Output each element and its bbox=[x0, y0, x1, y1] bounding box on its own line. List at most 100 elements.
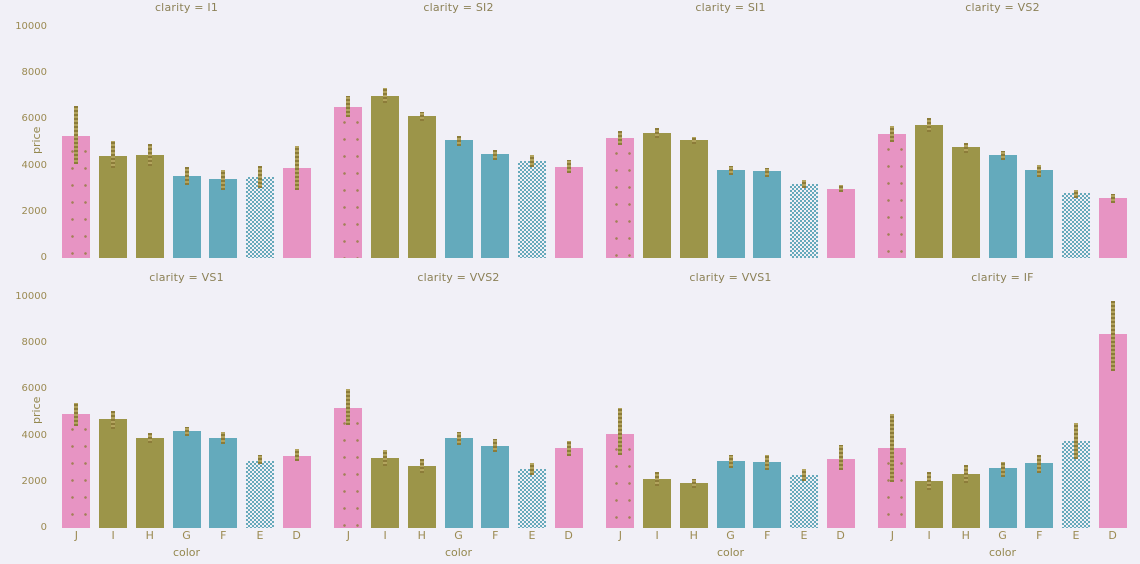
bar-group-d bbox=[550, 290, 587, 528]
bar-i bbox=[643, 479, 672, 528]
bar-e bbox=[1061, 193, 1090, 258]
x-tick-label-e: E bbox=[256, 529, 264, 542]
bar-group-j bbox=[58, 290, 95, 528]
bar-group-g bbox=[168, 290, 205, 528]
error-bar bbox=[221, 432, 226, 444]
bar-h bbox=[679, 140, 708, 258]
facet-si2: clarity = SI2 bbox=[327, 0, 590, 258]
bar-group-j bbox=[874, 20, 911, 258]
bar-group-i bbox=[95, 20, 132, 258]
error-bar bbox=[221, 170, 226, 190]
bar-group-h bbox=[675, 290, 712, 528]
x-tick-label-i: I bbox=[927, 529, 931, 542]
error-bar bbox=[801, 180, 806, 188]
x-tick-label-i: I bbox=[655, 529, 659, 542]
error-bar bbox=[74, 106, 79, 164]
bar-group-h bbox=[675, 20, 712, 258]
plot-area bbox=[55, 290, 318, 528]
bar-e bbox=[517, 161, 546, 258]
bar-e bbox=[245, 177, 274, 258]
error-bar bbox=[801, 469, 806, 481]
facet-title: clarity = VVS2 bbox=[417, 271, 500, 284]
error-bar bbox=[655, 472, 660, 486]
bar-group-j bbox=[58, 20, 95, 258]
bar-group-i bbox=[95, 290, 132, 528]
facet-vs2: clarity = VS2 bbox=[871, 0, 1134, 258]
bar-j bbox=[62, 414, 91, 528]
x-axis-label: color bbox=[172, 546, 201, 559]
error-bar bbox=[728, 455, 733, 468]
error-bar bbox=[257, 455, 262, 464]
x-axis-label: color bbox=[444, 546, 473, 559]
bar-group-g bbox=[712, 290, 749, 528]
bar-group-f bbox=[477, 20, 514, 258]
error-bar bbox=[184, 427, 189, 436]
bar-i bbox=[99, 156, 128, 258]
error-bar bbox=[383, 450, 388, 466]
plot-area bbox=[327, 20, 590, 258]
bar-group-f bbox=[477, 290, 514, 528]
error-bar bbox=[346, 96, 351, 117]
bar-group-d bbox=[1094, 290, 1131, 528]
bar-group-h bbox=[131, 20, 168, 258]
error-bar bbox=[456, 432, 461, 445]
x-axis-label: color bbox=[716, 546, 745, 559]
bar-h bbox=[951, 474, 980, 528]
bar-group-g bbox=[984, 290, 1021, 528]
bar-h bbox=[407, 116, 436, 258]
error-bar bbox=[838, 185, 843, 192]
bar-group-f bbox=[1021, 290, 1058, 528]
x-tick-label-j: J bbox=[890, 529, 894, 542]
bar-e bbox=[517, 469, 546, 528]
bar-i bbox=[643, 133, 672, 258]
bar-group-e bbox=[242, 290, 279, 528]
bar-i bbox=[99, 419, 128, 528]
row-spacer bbox=[0, 258, 1140, 270]
x-tick-label-d: D bbox=[564, 529, 573, 542]
bar-group-d bbox=[278, 290, 315, 528]
bar-group-i bbox=[367, 290, 404, 528]
bar-group-j bbox=[874, 290, 911, 528]
bar-g bbox=[988, 468, 1017, 528]
bar-d bbox=[826, 459, 855, 528]
bar-group-h bbox=[403, 290, 440, 528]
bar-group-d bbox=[822, 290, 859, 528]
bar-e bbox=[789, 184, 818, 258]
bar-group-e bbox=[514, 290, 551, 528]
bar-g bbox=[172, 176, 201, 258]
y-tick-label: 6000 bbox=[21, 113, 47, 125]
bar-group-e bbox=[242, 20, 279, 258]
bar-group-e bbox=[1058, 20, 1095, 258]
facet-row-top: price 10000 8000 6000 4000 2000 0 clarity = I1 c… bbox=[0, 0, 1140, 263]
error-bar bbox=[691, 137, 696, 144]
bar-group-g bbox=[984, 20, 1021, 258]
y-tick-label: 8000 bbox=[21, 67, 47, 79]
plot-area bbox=[599, 20, 862, 258]
bar-group-e bbox=[514, 20, 551, 258]
bar-j bbox=[334, 408, 363, 528]
bar-f bbox=[753, 171, 782, 258]
bar-g bbox=[716, 170, 745, 258]
bar-g bbox=[444, 140, 473, 258]
error-bar bbox=[1073, 190, 1078, 198]
bar-h bbox=[135, 438, 164, 528]
bar-group-i bbox=[911, 290, 948, 528]
error-bar bbox=[74, 403, 79, 426]
x-tick-label-j: J bbox=[346, 529, 350, 542]
x-tick-label-g: G bbox=[726, 529, 735, 542]
y-axis-label: price bbox=[30, 126, 43, 154]
bar-e bbox=[245, 461, 274, 528]
x-tick-label-d: D bbox=[1108, 529, 1117, 542]
facet-title: clarity = VS1 bbox=[149, 271, 224, 284]
y-axis: price 10000 8000 6000 4000 2000 0 bbox=[0, 270, 55, 533]
error-bar bbox=[927, 472, 932, 490]
error-bar bbox=[383, 88, 388, 103]
bar-f bbox=[481, 446, 510, 528]
error-bar bbox=[963, 143, 968, 153]
y-tick-label: 10000 bbox=[15, 20, 47, 32]
error-bar bbox=[963, 465, 968, 483]
